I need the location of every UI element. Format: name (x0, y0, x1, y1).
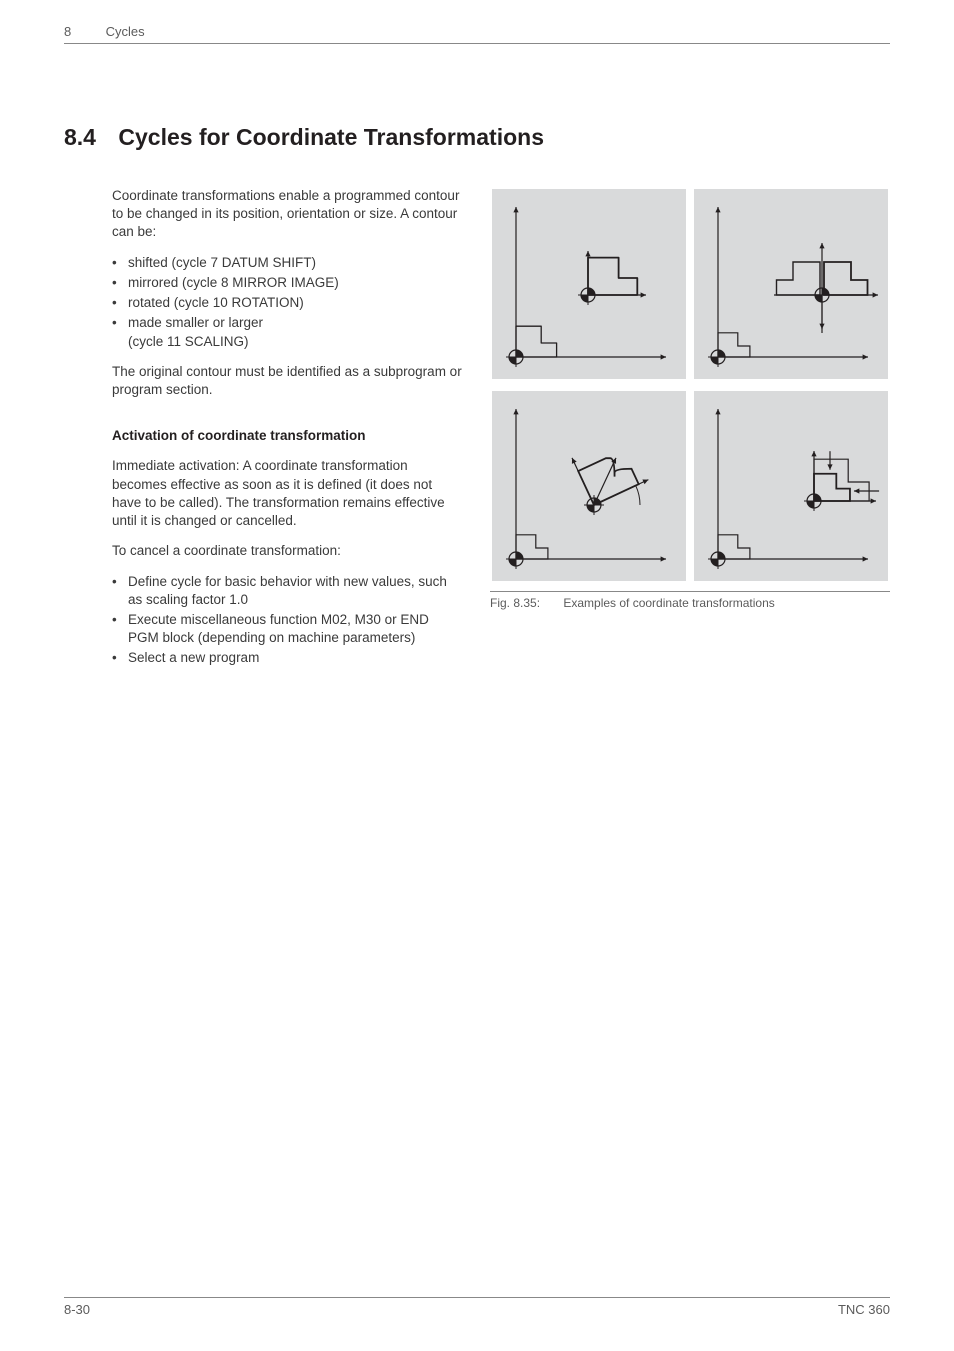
page-number: 8-30 (64, 1302, 90, 1317)
chapter-title: Cycles (106, 24, 145, 39)
section-number: 8.4 (64, 124, 112, 151)
subheading: Activation of coordinate transformation (112, 427, 462, 445)
transformation-list: shifted (cycle 7 DATUM SHIFT) mirrored (… (112, 254, 462, 351)
running-header: 8 Cycles (64, 24, 890, 44)
product-name: TNC 360 (838, 1302, 890, 1317)
cancel-list: Define cycle for basic behavior with new… (112, 573, 462, 668)
figure-caption-text: Examples of coordinate transformations (563, 596, 774, 610)
figure-box (490, 187, 890, 585)
list-item: Execute miscellaneous function M02, M30 … (112, 611, 462, 647)
paragraph: To cancel a coordinate transformation: (112, 542, 462, 560)
figure-caption: Fig. 8.35: Examples of coordinate transf… (490, 591, 890, 610)
coordinate-transformations-diagram (490, 187, 890, 585)
list-item: made smaller or larger (cycle 11 SCALING… (112, 314, 462, 350)
section-title: Cycles for Coordinate Transformations (118, 124, 544, 150)
body-text-column: Coordinate transformations enable a prog… (112, 187, 462, 680)
list-item: Select a new program (112, 649, 462, 667)
section-heading: 8.4 Cycles for Coordinate Transformation… (64, 124, 890, 151)
intro-paragraph: Coordinate transformations enable a prog… (112, 187, 462, 242)
paragraph: The original contour must be identified … (112, 363, 462, 399)
paragraph: Immediate activation: A coordinate trans… (112, 457, 462, 530)
list-item: rotated (cycle 10 ROTATION) (112, 294, 462, 312)
chapter-number: 8 (64, 24, 102, 39)
figure-column: Fig. 8.35: Examples of coordinate transf… (490, 187, 890, 680)
list-item: Define cycle for basic behavior with new… (112, 573, 462, 609)
list-item: mirrored (cycle 8 MIRROR IMAGE) (112, 274, 462, 292)
page-footer: 8-30 TNC 360 (64, 1297, 890, 1317)
figure-number: Fig. 8.35: (490, 596, 560, 610)
list-item: shifted (cycle 7 DATUM SHIFT) (112, 254, 462, 272)
